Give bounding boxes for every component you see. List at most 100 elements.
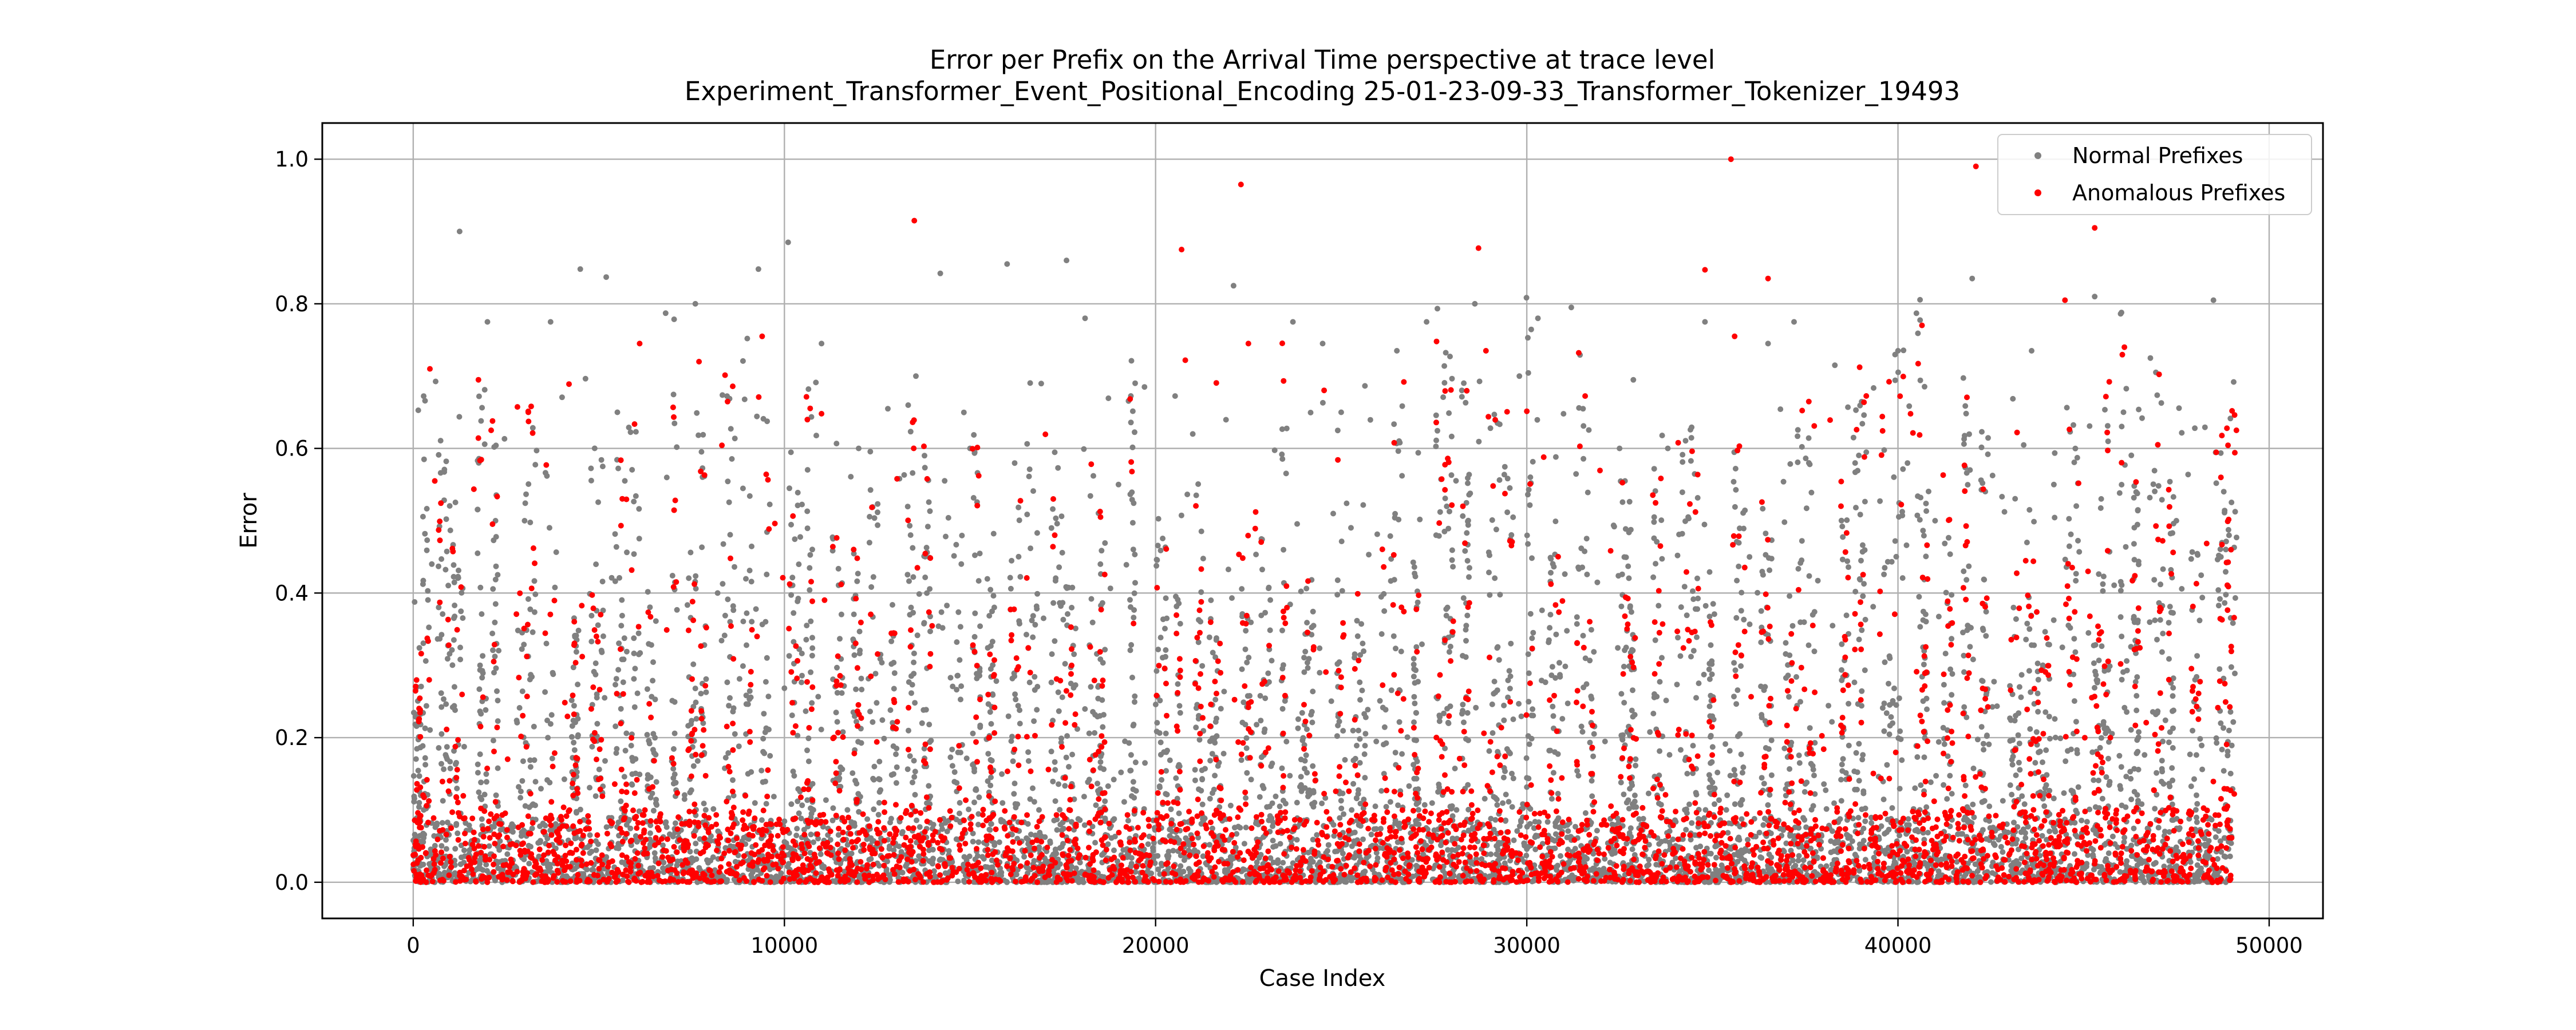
normal-point bbox=[1941, 741, 1947, 747]
normal-point bbox=[1441, 380, 1448, 386]
normal-point bbox=[1155, 647, 1161, 652]
normal-point bbox=[1028, 831, 1034, 838]
normal-point bbox=[1266, 584, 1272, 591]
normal-point bbox=[834, 719, 840, 725]
normal-point bbox=[1034, 530, 1040, 536]
normal-point bbox=[2221, 853, 2227, 859]
normal-point bbox=[2170, 708, 2175, 714]
normal-point bbox=[2212, 834, 2219, 840]
normal-point bbox=[1787, 593, 1793, 599]
normal-point bbox=[1580, 406, 1586, 412]
normal-point bbox=[1357, 760, 1363, 766]
normal-point bbox=[1913, 310, 1919, 316]
normal-point bbox=[805, 386, 812, 392]
normal-point bbox=[899, 829, 906, 835]
normal-point bbox=[1701, 815, 1708, 821]
normal-point bbox=[1731, 694, 1737, 700]
normal-point bbox=[452, 603, 458, 608]
normal-point bbox=[855, 791, 862, 797]
normal-point bbox=[619, 597, 625, 603]
normal-point bbox=[1399, 403, 1405, 409]
normal-point bbox=[1621, 791, 1627, 798]
normal-point bbox=[856, 809, 862, 815]
normal-point bbox=[1565, 828, 1571, 834]
normal-point bbox=[1856, 452, 1862, 458]
normal-point bbox=[1547, 625, 1553, 631]
normal-point bbox=[1735, 733, 1741, 739]
normal-point bbox=[529, 825, 535, 831]
normal-point bbox=[972, 610, 978, 616]
normal-point bbox=[1265, 670, 1271, 676]
normal-point bbox=[483, 771, 489, 777]
normal-point bbox=[1174, 603, 1180, 609]
normal-point bbox=[1507, 485, 1513, 491]
normal-point bbox=[670, 766, 677, 772]
normal-point bbox=[1840, 756, 1846, 762]
normal-point bbox=[1207, 842, 1212, 848]
normal-point bbox=[914, 817, 920, 823]
normal-point bbox=[1303, 752, 1309, 758]
normal-point bbox=[720, 392, 725, 398]
normal-point bbox=[1502, 768, 1508, 774]
normal-point bbox=[2105, 755, 2111, 762]
normal-point bbox=[1214, 715, 1219, 722]
normal-point bbox=[988, 721, 994, 727]
normal-point bbox=[1860, 788, 1867, 794]
normal-point bbox=[1653, 561, 1659, 567]
normal-point bbox=[1886, 826, 1892, 833]
normal-point bbox=[1856, 576, 1863, 582]
normal-point bbox=[449, 662, 456, 668]
normal-point bbox=[1060, 616, 1066, 623]
normal-point bbox=[599, 649, 605, 655]
normal-point bbox=[872, 671, 879, 677]
normal-point bbox=[1052, 638, 1058, 644]
normal-point bbox=[2166, 739, 2172, 746]
normal-point bbox=[647, 604, 653, 611]
normal-point bbox=[867, 449, 874, 455]
normal-point bbox=[634, 690, 641, 696]
normal-point bbox=[1626, 498, 1633, 505]
normal-point bbox=[1745, 837, 1751, 843]
normal-point bbox=[2194, 653, 2200, 659]
normal-point bbox=[2073, 503, 2080, 509]
normal-point bbox=[1516, 823, 1523, 829]
normal-point bbox=[443, 846, 449, 852]
normal-point bbox=[1949, 791, 1955, 797]
normal-point bbox=[644, 686, 650, 692]
normal-point bbox=[1795, 566, 1801, 572]
normal-point bbox=[787, 485, 792, 492]
normal-point bbox=[1465, 782, 1471, 788]
normal-point bbox=[1467, 565, 1472, 571]
normal-point bbox=[1735, 858, 1741, 865]
normal-point bbox=[1510, 775, 1516, 782]
normal-point bbox=[1741, 616, 1747, 623]
normal-point bbox=[1573, 823, 1578, 830]
normal-point bbox=[1914, 754, 1921, 760]
normal-point bbox=[1510, 716, 1516, 722]
normal-point bbox=[1305, 790, 1311, 795]
normal-point bbox=[1026, 473, 1032, 480]
normal-point bbox=[1905, 816, 1911, 822]
normal-point bbox=[910, 574, 916, 580]
normal-point bbox=[859, 687, 865, 692]
normal-point bbox=[1808, 489, 1815, 496]
normal-point bbox=[904, 766, 911, 772]
normal-point bbox=[2074, 747, 2080, 753]
normal-point bbox=[1049, 651, 1055, 657]
normal-point bbox=[1591, 731, 1597, 737]
normal-point bbox=[1058, 735, 1064, 742]
normal-point bbox=[1391, 421, 1397, 427]
normal-point bbox=[2160, 566, 2166, 572]
normal-point bbox=[1460, 708, 1466, 714]
normal-point bbox=[1155, 542, 1161, 549]
normal-point bbox=[1574, 614, 1580, 620]
normal-point bbox=[614, 746, 620, 752]
normal-point bbox=[1130, 779, 1136, 785]
normal-point bbox=[1486, 569, 1492, 576]
normal-point bbox=[1378, 826, 1384, 832]
normal-point bbox=[697, 836, 703, 842]
normal-point bbox=[613, 723, 619, 730]
normal-point bbox=[2116, 752, 2123, 759]
normal-point bbox=[1378, 631, 1385, 637]
normal-point bbox=[1449, 557, 1455, 563]
